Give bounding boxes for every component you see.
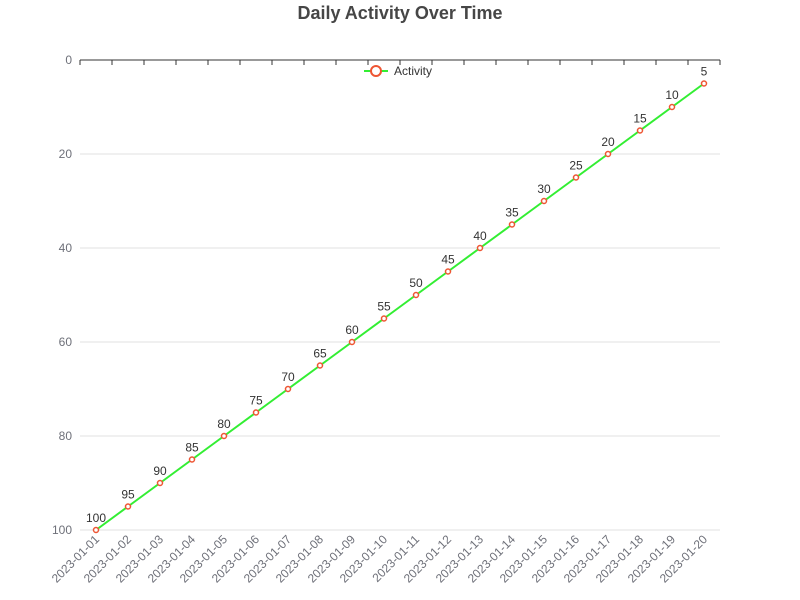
data-point[interactable]	[92, 526, 100, 534]
data-label: 55	[377, 300, 391, 314]
data-label: 10	[665, 88, 679, 102]
legend-marker-icon	[370, 65, 382, 77]
data-point[interactable]	[348, 338, 356, 346]
y-tick-label: 40	[59, 241, 73, 255]
y-tick-label: 100	[52, 523, 72, 537]
y-tick-label: 80	[59, 429, 73, 443]
data-point[interactable]	[188, 456, 196, 463]
data-label: 95	[121, 488, 135, 502]
data-point[interactable]	[668, 103, 676, 111]
series-line	[95, 82, 705, 531]
data-point[interactable]	[444, 268, 452, 275]
data-label: 85	[185, 441, 199, 455]
data-point[interactable]	[508, 221, 516, 228]
y-tick-label: 60	[59, 335, 73, 349]
data-label: 45	[441, 253, 455, 267]
data-label: 35	[505, 206, 519, 220]
y-tick-label: 20	[59, 147, 73, 161]
data-label: 5	[701, 65, 708, 79]
data-label: 15	[633, 112, 647, 126]
data-label: 40	[473, 229, 487, 243]
data-point[interactable]	[700, 80, 708, 87]
data-label: 30	[537, 182, 551, 196]
legend[interactable]: Activity	[364, 64, 432, 78]
data-point[interactable]	[476, 244, 484, 252]
data-point[interactable]	[156, 479, 164, 487]
data-point[interactable]	[284, 385, 292, 393]
data-label: 80	[217, 417, 231, 431]
y-tick-label: 0	[65, 53, 72, 67]
data-point[interactable]	[412, 291, 420, 299]
data-label: 65	[313, 347, 327, 361]
data-point[interactable]	[124, 503, 132, 510]
data-point[interactable]	[540, 197, 548, 205]
data-point[interactable]	[316, 362, 324, 369]
data-label: 25	[569, 159, 583, 173]
data-point[interactable]	[636, 127, 644, 134]
data-label: 20	[601, 135, 615, 149]
data-labels: 100 95 90 85 80 75 70 65 60 55 50 45 40 35 30 25 20 15 10 5	[86, 65, 708, 526]
data-label: 90	[153, 464, 167, 478]
data-point[interactable]	[604, 150, 612, 158]
data-point[interactable]	[572, 174, 580, 181]
chart-title: Daily Activity Over Time	[297, 3, 502, 23]
data-label: 75	[249, 394, 263, 408]
data-point[interactable]	[220, 432, 228, 440]
grid-lines	[80, 153, 720, 531]
data-point[interactable]	[380, 315, 388, 322]
series-layer	[92, 80, 708, 534]
data-label: 70	[281, 370, 295, 384]
data-point[interactable]	[252, 409, 260, 416]
data-label: 100	[86, 511, 106, 525]
data-label: 60	[345, 323, 359, 337]
legend-label: Activity	[394, 64, 432, 78]
data-label: 50	[409, 276, 423, 290]
